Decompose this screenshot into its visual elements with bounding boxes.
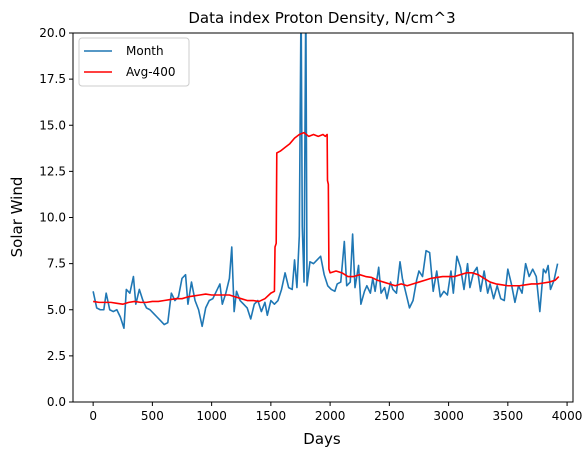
y-tick-label: 20.0	[39, 26, 66, 40]
x-tick-label: 2000	[315, 409, 346, 423]
y-tick-label: 17.5	[39, 72, 66, 86]
x-tick-label: 0	[89, 409, 97, 423]
y-axis-label: Solar Wind	[8, 177, 26, 258]
x-axis: 0 500 1000 1500 2000 2500 3000 3500 4000	[89, 402, 582, 423]
legend-label-month: Month	[126, 44, 164, 58]
chart-title: Data index Proton Density, N/cm^3	[188, 9, 455, 27]
y-tick-label: 0.0	[47, 395, 66, 409]
y-tick-label: 5.0	[47, 303, 66, 317]
legend-box	[78, 37, 190, 87]
legend-label-avg-400: Avg-400	[126, 65, 175, 79]
x-tick-label: 1000	[196, 409, 227, 423]
x-tick-label: 2500	[374, 409, 405, 423]
y-tick-label: 2.5	[47, 349, 66, 363]
x-tick-label: 1500	[256, 409, 287, 423]
y-tick-label: 7.5	[47, 257, 66, 271]
x-tick-label: 4000	[552, 409, 582, 423]
x-tick-label: 3000	[433, 409, 464, 423]
y-tick-label: 12.5	[39, 164, 66, 178]
legend: Month Avg-400	[78, 37, 190, 87]
y-axis: 0.0 2.5 5.0 7.5 10.0 12.5 15.0 17.5 20.0	[39, 26, 73, 409]
series-line-avg-400	[93, 131, 560, 306]
y-tick-label: 15.0	[39, 118, 66, 132]
x-tick-label: 500	[141, 409, 164, 423]
x-tick-label: 3500	[493, 409, 524, 423]
series-layer	[92, 33, 560, 330]
plot-frame	[72, 32, 574, 403]
x-axis-label: Days	[303, 430, 341, 448]
y-tick-label: 10.0	[39, 211, 66, 225]
series-line-month	[92, 33, 559, 330]
